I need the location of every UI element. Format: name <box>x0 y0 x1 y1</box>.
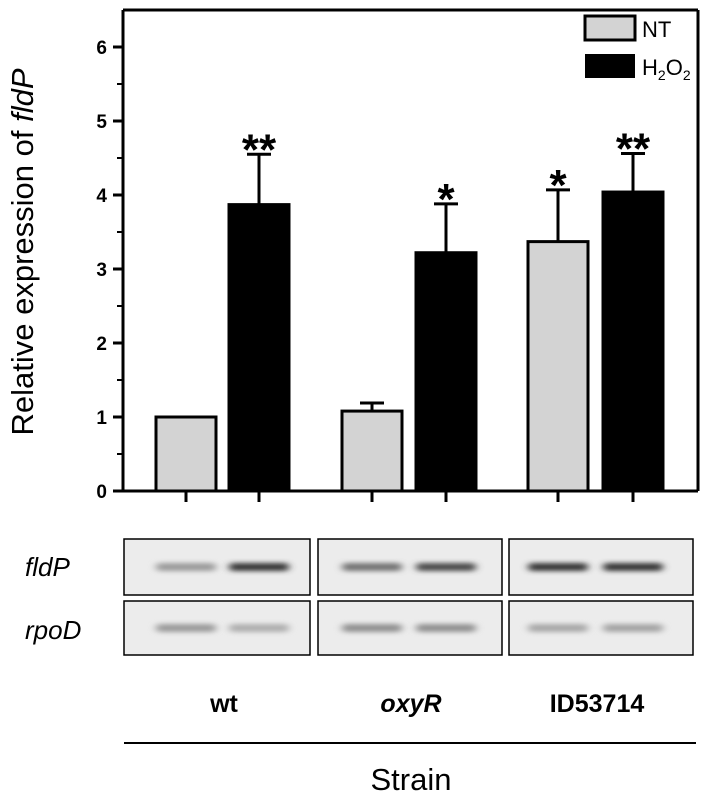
gel-row-label-fldp: fldP <box>25 552 70 582</box>
gel-row-label-rpod: rpoD <box>25 615 81 645</box>
bar-nt <box>526 240 590 493</box>
legend-label-nt: NT <box>642 17 671 42</box>
gel-band <box>603 624 663 632</box>
strain-label-wt: wt <box>209 690 238 718</box>
y-tick-label: 6 <box>96 38 107 59</box>
gel-band <box>342 624 402 632</box>
gel-band <box>528 624 588 632</box>
gel-band <box>416 624 476 632</box>
gel-panels <box>123 538 694 656</box>
significance-label: ** <box>616 125 651 174</box>
y-tick-label: 1 <box>96 408 107 429</box>
y-tick-label: 2 <box>96 334 107 355</box>
significance-label: ** <box>242 125 277 174</box>
legend: NT H2O2 <box>583 14 691 83</box>
significance-label: * <box>549 161 567 210</box>
strain-label-oxyr: oxyR <box>380 690 441 718</box>
y-tick-label: 0 <box>96 482 107 503</box>
significance-markers: ****** <box>242 125 651 224</box>
x-axis-ticks <box>184 491 635 502</box>
gel-band <box>528 563 588 571</box>
bar-nt <box>154 415 218 493</box>
significance-label: * <box>437 175 455 224</box>
bar-h2o2 <box>601 190 665 493</box>
gel-band <box>416 563 476 571</box>
gel-band <box>603 563 663 571</box>
bar-h2o2 <box>227 203 291 493</box>
bar-h2o2 <box>414 251 478 493</box>
y-axis-ticks: 0 1 2 3 4 5 6 <box>96 38 123 503</box>
bar-nt <box>340 409 404 493</box>
gel-band <box>229 624 289 632</box>
x-axis-title: Strain <box>371 762 452 797</box>
y-tick-label: 3 <box>96 260 107 281</box>
legend-swatch-h2o2 <box>585 54 635 78</box>
bars <box>154 190 665 493</box>
y-tick-label: 5 <box>96 112 107 133</box>
gel-band <box>156 563 216 571</box>
gel-band <box>156 624 216 632</box>
legend-label-h2o2: H2O2 <box>642 55 691 83</box>
gel-band <box>229 563 289 571</box>
strain-label-id53714: ID53714 <box>550 690 645 718</box>
error-bars <box>247 152 645 412</box>
legend-swatch-nt <box>583 14 637 42</box>
y-axis-title: Relative expression of fldP <box>5 68 40 435</box>
gel-band <box>342 563 402 571</box>
y-tick-label: 4 <box>96 186 107 207</box>
